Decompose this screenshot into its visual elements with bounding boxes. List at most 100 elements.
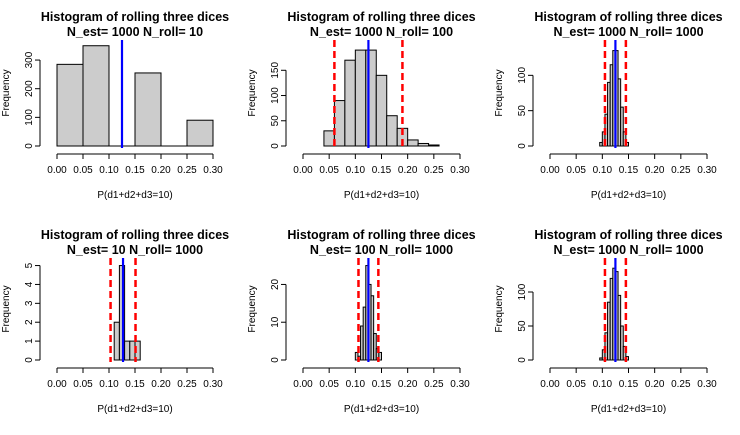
x-tick-label: 0.05 [566,165,586,176]
x-axis-label: P(d1+d2+d3=10) [97,404,172,415]
histogram-bar [344,59,356,147]
y-tick-label: 0 [24,357,35,363]
x-tick-label: 0.25 [424,379,444,390]
x-tick-label: 0.15 [619,379,639,390]
x-tick-label: 0.20 [645,165,665,176]
x-tick-label: 0.25 [671,165,691,176]
y-tick-label: 4 [24,281,35,287]
panel-subtitle: N_est= 1000 N_roll= 100 [310,25,453,39]
x-tick-label: 0.00 [540,379,560,390]
x-tick-label: 0.05 [319,165,339,176]
x-tick-label: 0.25 [424,165,444,176]
histogram-bar [113,321,120,361]
y-tick-label: 20 [270,278,281,290]
x-tick-label: 0.20 [645,379,665,390]
x-tick-label: 0.10 [593,165,613,176]
y-tick-label: 50 [270,115,281,127]
x-tick-label: 0.05 [73,165,93,176]
histogram-bar [323,130,335,147]
y-axis-label: Frequency [247,69,258,116]
panel-title: Histogram of rolling three dices [287,10,475,24]
x-tick-label: 0.30 [203,165,223,176]
histogram-bar [333,100,346,147]
x-tick-label: 0.15 [372,379,392,390]
x-axis-label: P(d1+d2+d3=10) [344,190,419,201]
histogram-bar [129,340,136,361]
histogram-bar [82,45,110,147]
panel-title: Histogram of rolling three dices [534,10,722,24]
x-tick-label: 0.00 [293,379,313,390]
x-tick-label: 0.30 [450,165,470,176]
x-tick-label: 0.10 [99,379,119,390]
y-tick-label: 0 [517,357,528,363]
y-tick-label: 3 [24,300,35,306]
x-tick-label: 0.10 [346,379,366,390]
x-tick-label: 0.15 [125,379,145,390]
x-tick-label: 0.20 [151,165,171,176]
x-tick-label: 0.30 [203,379,223,390]
histogram-bar [124,340,131,361]
x-tick-label: 0.20 [398,379,418,390]
y-tick-label: 100 [270,87,281,104]
x-tick-label: 0.25 [177,165,197,176]
y-tick-label: 50 [517,105,528,117]
y-tick-label: 100 [24,109,35,126]
x-axis-label: P(d1+d2+d3=10) [591,404,666,415]
y-tick-label: 5 [24,262,35,268]
panel-subtitle: N_est= 10 N_roll= 1000 [67,243,203,257]
x-tick-label: 0.00 [47,165,67,176]
x-tick-label: 0.10 [346,165,366,176]
y-axis-label: Frequency [1,69,12,116]
x-tick-label: 0.30 [697,379,717,390]
y-tick-label: 2 [24,319,35,325]
y-tick-label: 0 [270,357,281,363]
panel-subtitle: N_est= 1000 N_roll= 1000 [553,243,703,257]
x-axis-label: P(d1+d2+d3=10) [591,190,666,201]
y-tick-label: 150 [270,62,281,79]
histogram-bar [386,115,398,147]
y-tick-label: 100 [517,283,528,300]
x-tick-label: 0.15 [372,165,392,176]
histogram-bar [56,63,84,147]
x-axis-label: P(d1+d2+d3=10) [97,190,172,201]
panel-title: Histogram of rolling three dices [287,228,475,242]
histogram-bar [407,139,419,147]
y-tick-label: 10 [270,316,281,328]
y-tick-label: 300 [24,51,35,68]
x-tick-label: 0.30 [697,165,717,176]
panel-title: Histogram of rolling three dices [534,228,722,242]
y-tick-label: 0 [270,143,281,149]
x-tick-label: 0.10 [99,165,119,176]
x-tick-label: 0.25 [177,379,197,390]
y-axis-label: Frequency [1,285,12,332]
x-tick-label: 0.25 [671,379,691,390]
x-tick-label: 0.30 [450,379,470,390]
x-tick-label: 0.10 [593,379,613,390]
y-tick-label: 200 [24,80,35,97]
x-axis-label: P(d1+d2+d3=10) [344,404,419,415]
y-tick-label: 0 [24,143,35,149]
y-tick-label: 1 [24,338,35,344]
x-tick-label: 0.00 [293,165,313,176]
x-tick-label: 0.15 [125,165,145,176]
y-axis-label: Frequency [494,69,505,116]
panel-title: Histogram of rolling three dices [41,228,229,242]
panel-subtitle: N_est= 1000 N_roll= 1000 [553,25,703,39]
x-tick-label: 0.00 [47,379,67,390]
histogram-bar [134,72,162,147]
x-tick-label: 0.05 [319,379,339,390]
panel-subtitle: N_est= 1000 N_roll= 10 [67,25,203,39]
y-axis-label: Frequency [494,285,505,332]
x-tick-label: 0.20 [151,379,171,390]
y-tick-label: 0 [517,143,528,149]
y-axis-label: Frequency [247,285,258,332]
y-tick-label: 100 [517,67,528,84]
